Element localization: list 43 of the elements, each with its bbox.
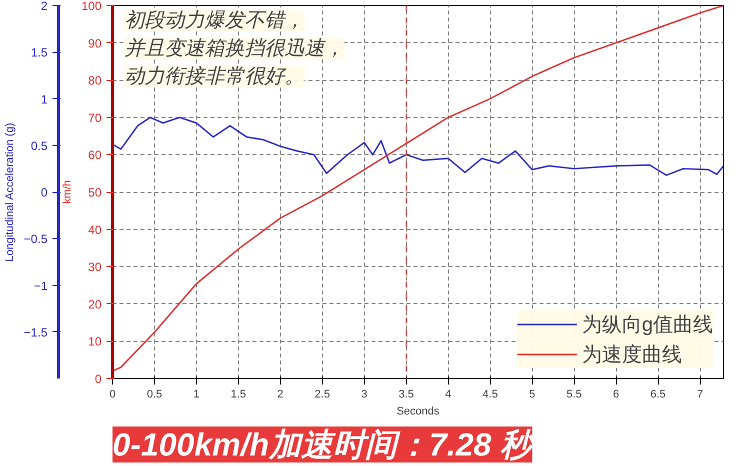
x-tick-label: 6.5 xyxy=(650,388,666,400)
x-tick-label: 4 xyxy=(445,388,452,400)
x-tick-label: 3.5 xyxy=(398,388,414,400)
y-axis-title: km/h xyxy=(61,180,74,204)
y2-axis-title: Longitudinal Acceleration (g) xyxy=(4,122,16,262)
x-tick-label: 5 xyxy=(529,388,536,400)
y2-tick-label: 2 xyxy=(40,0,48,13)
y2-tick-label: 1.5 xyxy=(30,46,48,60)
annotation: 初段动力爆发不错， xyxy=(124,10,304,32)
y-tick-label: 90 xyxy=(88,36,102,50)
x-tick-label: 0.5 xyxy=(146,388,162,400)
y2-tick-label: 1 xyxy=(40,92,48,106)
y2-tick-label: 0 xyxy=(40,186,48,200)
x-tick-label: 2 xyxy=(277,388,284,400)
annotation: 并且变速箱换挡很迅速， xyxy=(124,38,344,60)
x-tick-label: 6 xyxy=(613,388,620,400)
x-tick-label: 4.5 xyxy=(482,388,498,400)
line-series xyxy=(112,116,724,176)
y-tick-label: 20 xyxy=(88,297,102,312)
annotation: 动力衔接非常很好。 xyxy=(124,66,304,88)
x-tick-label: 3 xyxy=(361,388,368,400)
x-tick-label: 5.5 xyxy=(566,388,582,400)
x-tick-label: 7 xyxy=(696,388,704,400)
legend-label: 为纵向g值曲线 xyxy=(582,312,713,338)
y-tick-label: 50 xyxy=(88,186,102,200)
y2-tick-label: 0.5 xyxy=(30,138,48,153)
y-tick-label: 60 xyxy=(88,148,102,162)
y-tick-label: 80 xyxy=(88,74,102,88)
x-tick-label: 2.5 xyxy=(314,388,330,400)
y-tick-label: 10 xyxy=(88,334,102,349)
x-axis-title: Seconds xyxy=(396,406,440,418)
y2-tick-label: −1 xyxy=(34,278,48,293)
y-tick-label: 0 xyxy=(94,372,102,386)
y2-tick-label: −1.5 xyxy=(24,325,48,340)
x-tick-label: 1 xyxy=(193,388,200,400)
legend-label: 为速度曲线 xyxy=(582,342,682,368)
y-tick-label: 70 xyxy=(88,110,102,125)
x-tick-label: 0 xyxy=(109,388,116,400)
y-tick-label: 30 xyxy=(88,260,102,274)
y-tick-label: 40 xyxy=(88,222,102,237)
x-tick-label: 1.5 xyxy=(230,388,246,400)
y2-tick-label: −0.5 xyxy=(24,232,48,246)
y-tick-label: 100 xyxy=(81,0,102,13)
